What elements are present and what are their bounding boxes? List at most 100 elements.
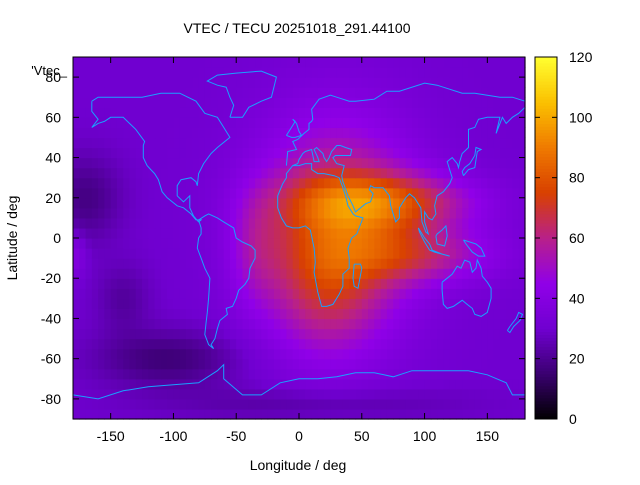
heatmap-cell <box>211 318 218 330</box>
heatmap-cell <box>481 258 488 269</box>
heatmap-cell <box>116 318 124 330</box>
heatmap-cell <box>73 177 80 189</box>
heatmap-cell <box>236 147 244 159</box>
coastline-path <box>292 106 526 236</box>
heatmap-cell <box>368 328 375 340</box>
heatmap-cell <box>430 308 438 320</box>
heatmap-cell <box>299 238 306 249</box>
colorbar-segment <box>535 129 557 133</box>
heatmap-cell <box>167 328 175 340</box>
heatmap-cell <box>462 177 470 189</box>
heatmap-cell <box>85 288 93 299</box>
heatmap-cell <box>79 368 87 380</box>
heatmap-cell <box>374 268 382 279</box>
heatmap-cell <box>405 288 413 299</box>
heatmap-cell <box>512 308 520 320</box>
heatmap-cell <box>380 258 388 269</box>
heatmap-cell <box>418 378 426 390</box>
heatmap-cell <box>399 398 407 410</box>
colorbar-segment <box>535 334 557 339</box>
heatmap-cell <box>487 378 495 390</box>
heatmap-cell <box>412 248 419 259</box>
heatmap-cell <box>468 217 476 229</box>
heatmap-cell <box>255 67 262 78</box>
heatmap-cell <box>104 137 112 149</box>
coastline-path <box>417 227 450 257</box>
heatmap-cell <box>311 197 319 209</box>
heatmap-cell <box>116 77 124 88</box>
heatmap-cell <box>386 268 394 279</box>
heatmap-cell <box>286 398 294 410</box>
heatmap-cell <box>267 97 275 108</box>
heatmap-cell <box>430 318 438 330</box>
heatmap-cell <box>361 207 369 219</box>
heatmap-cell <box>85 388 93 400</box>
heatmap-cell <box>148 268 156 279</box>
heatmap-cell <box>393 97 401 108</box>
heatmap-cell <box>355 227 363 239</box>
heatmap-cell <box>79 57 87 68</box>
heatmap-cell <box>374 107 382 118</box>
heatmap-cell <box>198 238 206 249</box>
heatmap-cell <box>374 197 382 209</box>
heatmap-cell <box>305 147 313 159</box>
heatmap-cell <box>487 57 495 68</box>
heatmap-cell <box>85 368 93 380</box>
heatmap-cell <box>455 358 463 370</box>
heatmap-cell <box>173 408 181 420</box>
heatmap-cell <box>286 338 294 350</box>
legend-key-label: 'Vtec_ <box>31 63 67 78</box>
heatmap-cell <box>361 147 369 159</box>
heatmap-cell <box>123 57 131 68</box>
heatmap-cell <box>167 288 175 299</box>
heatmap-cell <box>110 187 118 199</box>
heatmap-cell <box>393 288 401 299</box>
heatmap-cell <box>512 87 520 98</box>
heatmap-cell <box>424 318 432 330</box>
heatmap-cell <box>73 117 80 128</box>
heatmap-cell <box>248 318 256 330</box>
heatmap-cell <box>506 77 514 88</box>
heatmap-cell <box>98 238 105 249</box>
heatmap-cell <box>430 57 438 68</box>
heatmap-cell <box>173 207 181 219</box>
heatmap-cell <box>91 308 99 320</box>
heatmap-cell <box>487 348 495 360</box>
heatmap-cell <box>261 167 269 179</box>
heatmap-cell <box>487 358 495 370</box>
heatmap-cell <box>299 107 306 118</box>
heatmap-cell <box>518 388 526 400</box>
heatmap-cell <box>242 57 250 68</box>
heatmap-cell <box>518 358 526 370</box>
heatmap-cell <box>468 147 476 159</box>
heatmap-cell <box>73 338 80 350</box>
heatmap-cell <box>349 107 357 118</box>
heatmap-cell <box>374 298 382 309</box>
heatmap-cell <box>342 67 350 78</box>
heatmap-cell <box>336 398 344 410</box>
heatmap-cell <box>129 398 137 410</box>
heatmap-cell <box>380 348 388 360</box>
heatmap-cell <box>286 117 294 128</box>
heatmap-cell <box>506 147 514 159</box>
heatmap-cell <box>160 378 168 390</box>
heatmap-cell <box>211 157 218 169</box>
heatmap-cell <box>336 117 344 128</box>
heatmap-cell <box>255 348 262 360</box>
heatmap-cell <box>493 388 501 400</box>
heatmap-cell <box>104 258 112 269</box>
heatmap-cell <box>430 207 438 219</box>
heatmap-cell <box>129 238 137 249</box>
heatmap-cell <box>380 197 388 209</box>
heatmap-cell <box>248 238 256 249</box>
heatmap-cell <box>299 127 306 139</box>
heatmap-cell <box>186 187 193 199</box>
heatmap-cell <box>85 57 93 68</box>
heatmap-cell <box>487 338 495 350</box>
colorbar-segment <box>535 213 557 218</box>
heatmap-cell <box>204 248 212 259</box>
heatmap-cell <box>229 207 237 219</box>
heatmap-cell <box>443 238 451 249</box>
heatmap-cell <box>361 107 369 118</box>
heatmap-cell <box>79 167 87 179</box>
